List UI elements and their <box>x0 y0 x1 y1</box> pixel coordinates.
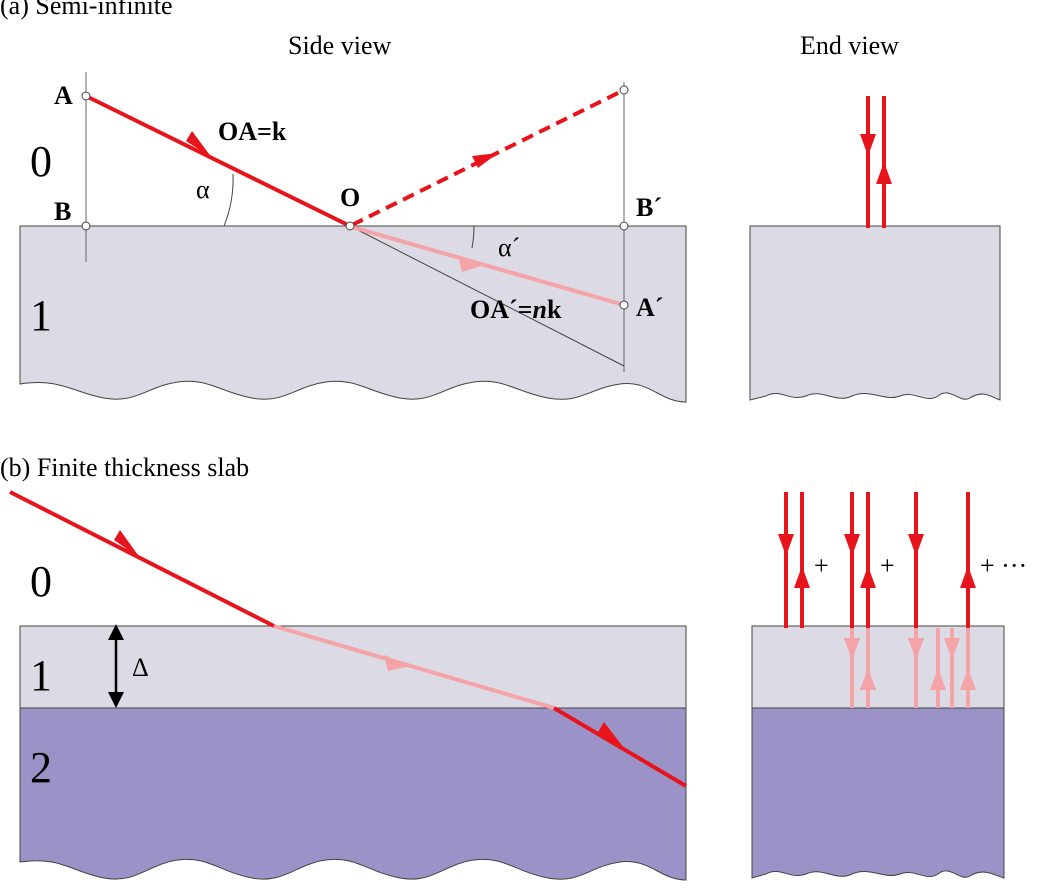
reflected-ray-dashed <box>351 88 625 227</box>
delta-arrowhead-top <box>108 624 124 640</box>
end-view-a-down-arrow <box>860 134 876 156</box>
delta-arrowhead-bottom <box>108 692 124 708</box>
label-alphap: α´ <box>498 233 520 262</box>
incident-extension-line <box>349 225 625 367</box>
panel-b-caption: (b) Finite thickness slab <box>0 453 249 482</box>
label-Bp: B´ <box>636 193 662 222</box>
alphap-arc <box>471 225 475 249</box>
incident-ray <box>85 94 351 228</box>
end-view-a-up-arrow <box>876 162 892 184</box>
end-b-g3-down-arrow <box>908 534 924 556</box>
panel-a-caption: (a) Semi-infinite <box>0 0 173 20</box>
end-b-g3-up-arrow-slab <box>930 668 946 690</box>
layer-2-end <box>751 707 1005 879</box>
label-O: O <box>340 183 360 212</box>
medium-1-end-block <box>749 225 1001 401</box>
point-Bp <box>619 221 629 231</box>
label-delta: Δ <box>132 653 149 682</box>
layer-1-end <box>751 625 1005 709</box>
medium-a-0: 0 <box>30 137 52 186</box>
end-b-g3-up-arrow <box>960 566 976 588</box>
end-view-title: End view <box>800 31 899 60</box>
point-Ap <box>619 300 629 310</box>
end-b-g3-up-arrow-slab <box>960 668 976 690</box>
point-A <box>81 91 91 101</box>
end-b-g2-down-arrow-slab <box>844 638 860 660</box>
end-b-g3-down-arrow-slab-2 <box>944 638 960 660</box>
label-B: B <box>54 197 71 226</box>
end-b-g2-up-arrow <box>860 566 876 588</box>
slab-incident-arrowhead <box>114 530 140 558</box>
layer-2-side <box>19 707 687 881</box>
label-Ap: A´ <box>636 293 663 322</box>
point-reflected-end <box>619 85 629 95</box>
label-OAp: OA´=nk <box>470 295 562 324</box>
slab-incident-ray <box>9 490 275 628</box>
end-b-g2-down-arrow <box>844 534 860 556</box>
end-b-g3-down-arrow-slab <box>908 638 924 660</box>
alpha-arc <box>223 173 234 227</box>
plus-3: + ··· <box>980 551 1027 580</box>
slab-transmitted-arrowhead <box>598 722 624 748</box>
label-alpha: α <box>196 175 210 204</box>
medium-b-0: 0 <box>30 557 52 606</box>
slab-refracted-ray <box>273 624 555 710</box>
end-b-g2-up-arrow-slab <box>860 668 876 690</box>
end-b-g1-down-arrow <box>778 534 794 556</box>
side-view-title: Side view <box>288 31 391 60</box>
medium-1-side-block <box>19 225 687 403</box>
label-OA: OA=k <box>218 117 287 146</box>
label-A: A <box>54 81 73 110</box>
end-b-g1-up-arrow <box>794 566 810 588</box>
medium-a-1: 1 <box>30 291 52 340</box>
medium-b-1: 1 <box>30 651 52 700</box>
slab-transmitted-ray <box>552 706 688 788</box>
refracted-ray <box>351 225 625 307</box>
incident-ray-arrowhead <box>186 131 212 158</box>
point-O <box>345 221 355 231</box>
reflected-ray-arrowhead <box>472 153 498 168</box>
refracted-ray-arrowhead <box>458 256 484 272</box>
medium-b-2: 2 <box>30 743 52 792</box>
point-B <box>81 221 91 231</box>
plus-1: + <box>814 551 829 580</box>
slab-refracted-arrowhead <box>384 655 410 671</box>
plus-2: + <box>880 551 895 580</box>
